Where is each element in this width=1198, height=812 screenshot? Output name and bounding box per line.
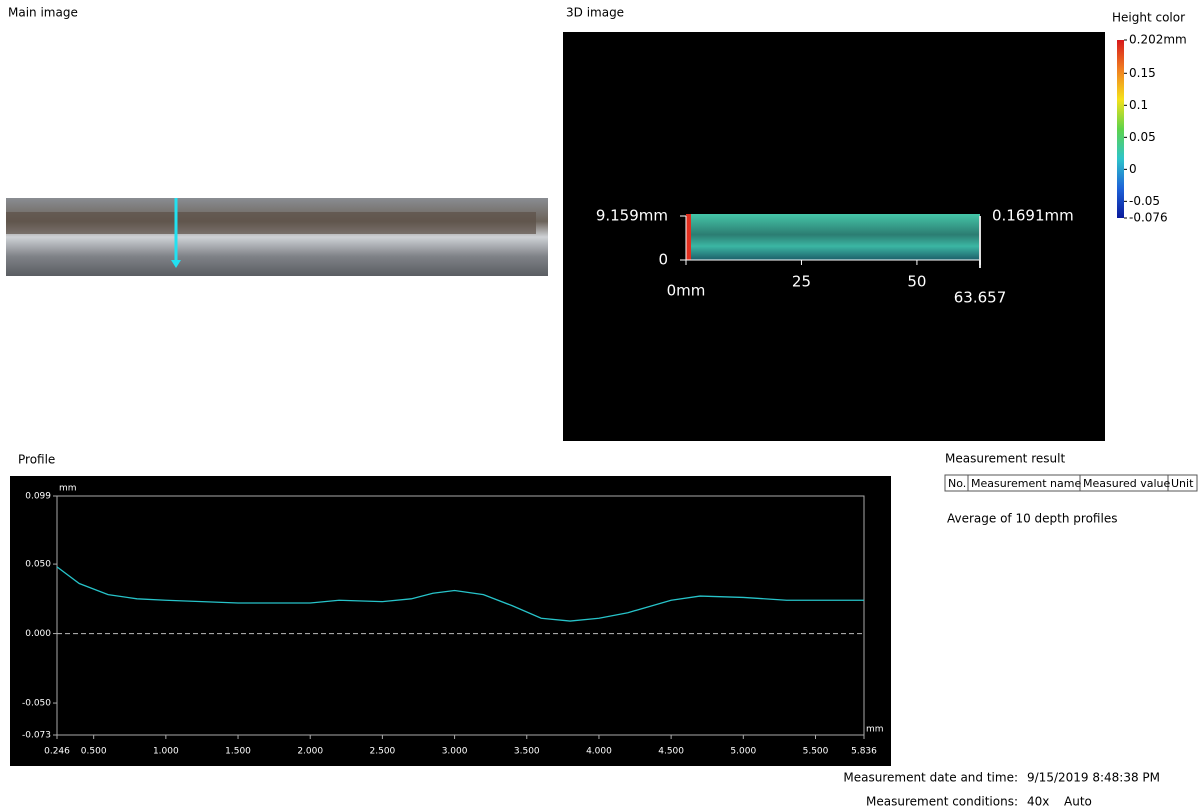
result-title: Measurement result [945,452,1065,466]
height-label: 0.1691mm [992,207,1074,225]
x-tick-label: 1.000 [153,747,179,757]
height-color-title: Height color [1112,11,1185,25]
y-tick-label: -0.073 [22,731,51,741]
color-tick-label: 0.202mm [1129,33,1187,47]
x-tick-label: 0.246 [44,747,70,757]
screen: Main image 3D image 0.1691mm 0mm255063.6… [0,0,1198,812]
y-unit: mm [59,484,77,494]
x-tick-label: 3.000 [442,747,468,757]
x-unit: mm [866,725,884,735]
column-header: Measured value [1083,477,1171,490]
result-note: Average of 10 depth profiles [947,512,1117,526]
main-image-title: Main image [8,6,78,20]
image-3d-title: 3D image [566,6,624,20]
x-tick-label: 1.500 [225,747,251,757]
x-tick-label: 5.836 [851,747,877,757]
date-value: 9/15/2019 8:48:38 PM [1027,771,1160,785]
condition: Auto [1064,795,1092,809]
profile-title: Profile [18,453,55,467]
color-tick-label: -0.076 [1129,211,1168,225]
profile-panel [10,476,891,766]
x-tick-label: 2.500 [370,747,396,757]
color-tick-label: 0.1 [1129,98,1148,112]
x-tick-label: 50 [907,273,926,291]
x-tick-label: 4.500 [658,747,684,757]
x-tick-label: 4.000 [586,747,612,757]
color-bar [1117,40,1124,218]
surface-3d [686,214,980,260]
weld-bead [6,212,536,234]
y-tick-label: -0.050 [22,699,51,709]
x-tick-label: 5.000 [730,747,756,757]
column-header: Unit [1171,477,1194,490]
y-tick-label: 0.000 [25,629,51,639]
main-image [6,198,548,276]
x-tick-label: 25 [792,273,811,291]
conditions-label: Measurement conditions: [866,795,1018,809]
color-tick-label: -0.05 [1129,194,1160,208]
x-tick-label: 0mm [667,282,706,300]
date-label: Measurement date and time: [843,771,1018,785]
column-header: No. [948,477,966,490]
x-tick-label: 5.500 [803,747,829,757]
y-tick-label: 0.099 [25,492,51,502]
x-tick-label: 2.000 [297,747,323,757]
surface-edge [686,214,691,260]
color-tick-label: 0.05 [1129,130,1156,144]
y-tick-label: 0 [658,251,668,269]
x-tick-label: 0.500 [81,747,107,757]
condition: 40x [1027,795,1049,809]
x-tick-label: 3.500 [514,747,540,757]
x-tick-label: 63.657 [954,289,1007,307]
color-tick-label: 0.15 [1129,66,1156,80]
column-header: Measurement name [971,477,1081,490]
y-tick-label: 9.159mm [596,207,668,225]
y-tick-label: 0.050 [25,560,51,570]
color-tick-label: 0 [1129,162,1137,176]
